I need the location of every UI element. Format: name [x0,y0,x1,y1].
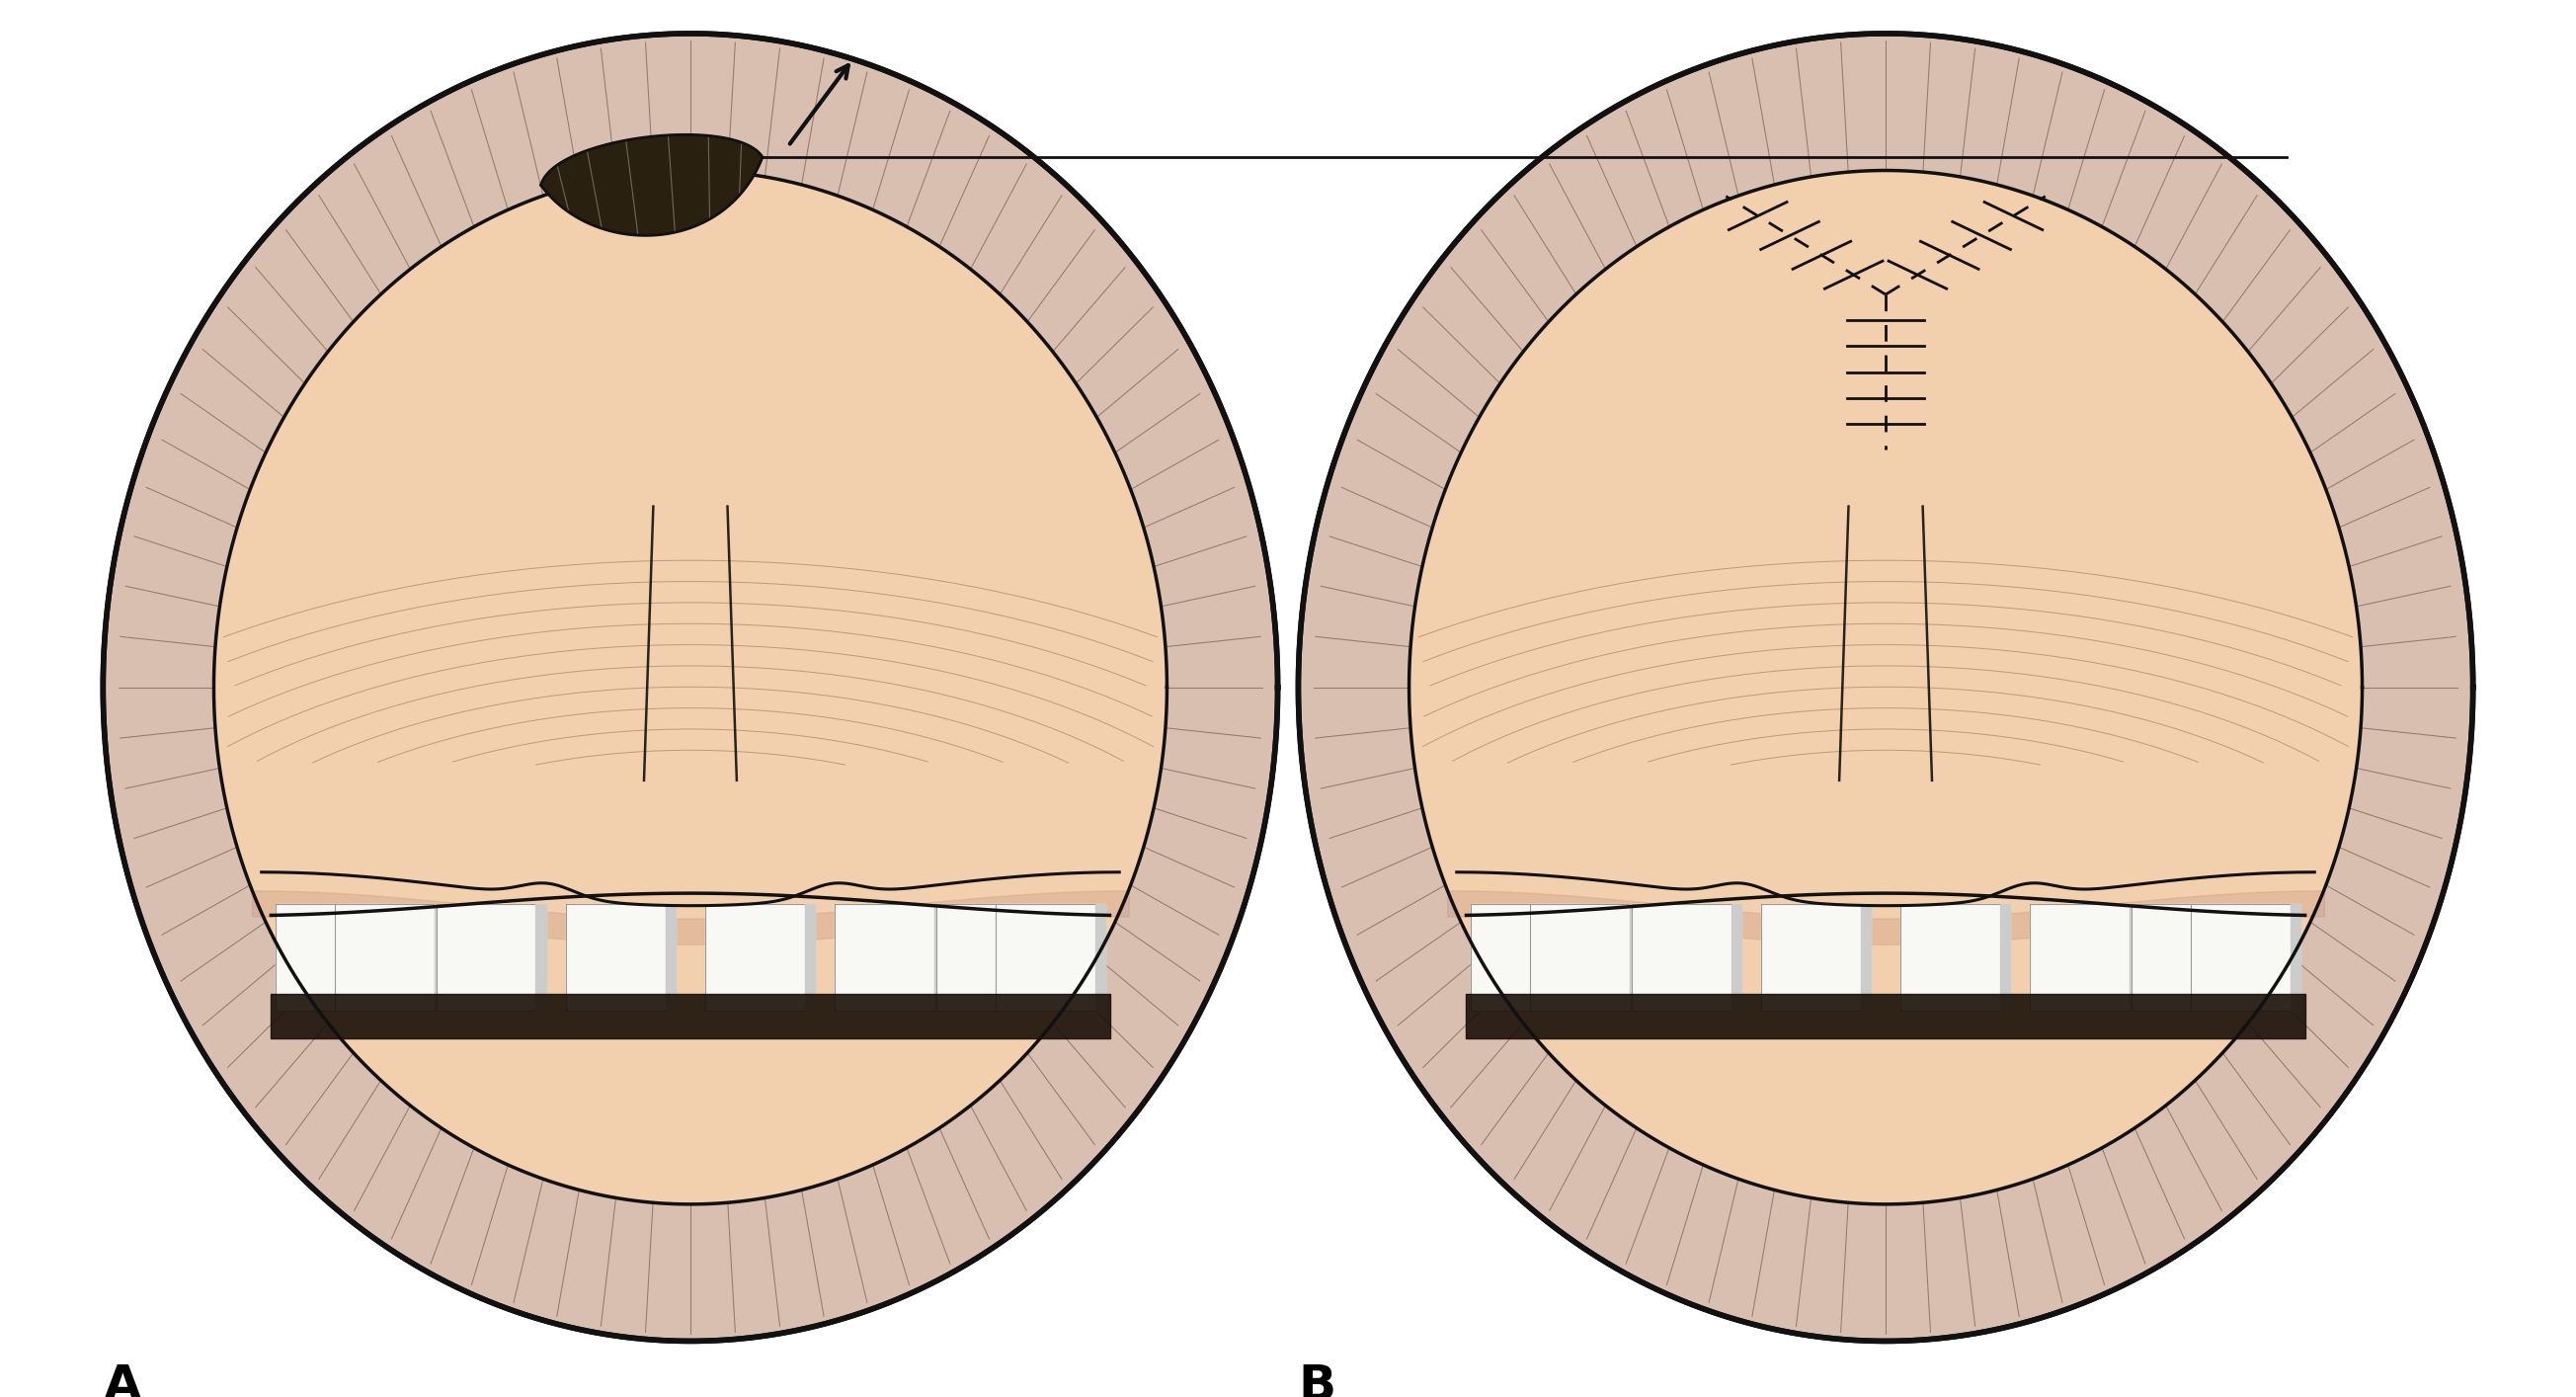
Polygon shape [103,34,1278,1341]
Polygon shape [541,134,762,236]
Polygon shape [2130,904,2141,1011]
Polygon shape [567,904,675,1011]
Polygon shape [1298,34,2473,1341]
Polygon shape [706,904,814,1011]
Polygon shape [335,904,446,1011]
Polygon shape [835,904,945,1011]
Polygon shape [1571,904,1582,1011]
Polygon shape [435,904,546,1011]
Polygon shape [1471,904,1582,1011]
Polygon shape [1731,904,1741,1011]
Polygon shape [935,904,1046,1011]
Polygon shape [665,904,675,1011]
Polygon shape [2290,904,2300,1011]
Polygon shape [2190,904,2300,1011]
Polygon shape [1901,904,2009,1011]
Polygon shape [2231,904,2241,1011]
Polygon shape [214,170,1167,1204]
Polygon shape [1036,904,1046,1011]
Polygon shape [994,904,1105,1011]
Polygon shape [2130,904,2241,1011]
Polygon shape [1631,904,1641,1011]
Polygon shape [1409,170,2362,1204]
Polygon shape [804,904,814,1011]
Text: B: B [1298,1362,1337,1397]
Polygon shape [935,904,945,1011]
Polygon shape [376,904,386,1011]
Polygon shape [1762,904,1870,1011]
Polygon shape [1860,904,1870,1011]
Polygon shape [276,904,386,1011]
Polygon shape [2030,904,2141,1011]
Polygon shape [1999,904,2009,1011]
Polygon shape [1631,904,1741,1011]
Polygon shape [536,904,546,1011]
Polygon shape [1530,904,1641,1011]
Polygon shape [435,904,446,1011]
Text: A: A [103,1362,142,1397]
Polygon shape [1095,904,1105,1011]
